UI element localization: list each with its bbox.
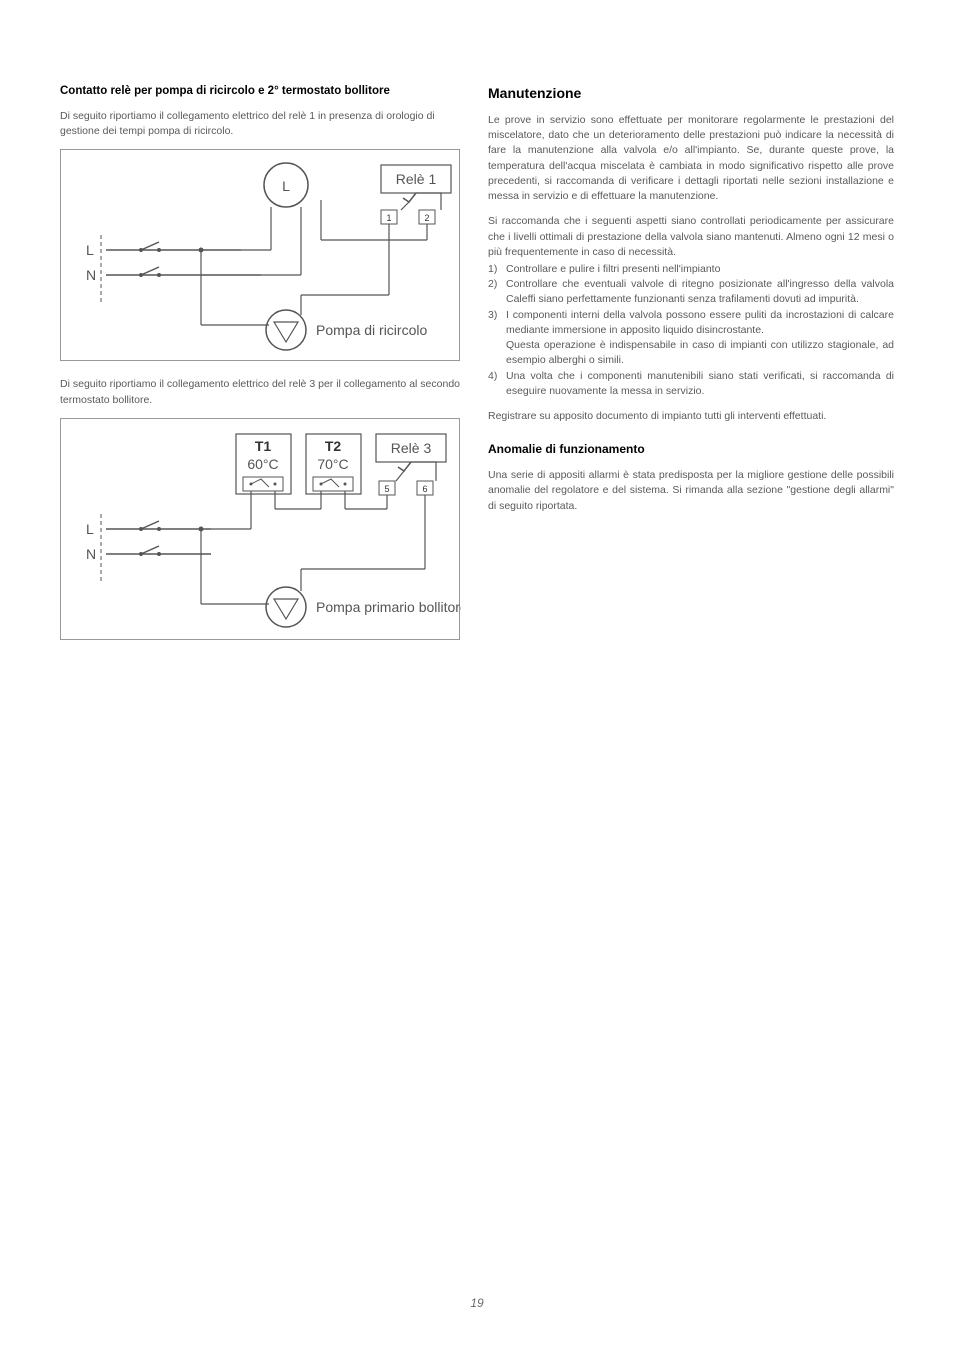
right-heading-1: Manutenzione — [488, 85, 894, 101]
list-item: Questa operazione è indispensabile in ca… — [488, 338, 894, 368]
maintenance-list: 1)Controllare e pulire i filtri presenti… — [488, 262, 894, 399]
relay3-label: Relè 3 — [391, 440, 432, 456]
pump-label-1: Pompa di ricircolo — [316, 322, 427, 338]
t1-temp: 60°C — [247, 456, 278, 472]
diagram-rele3: T1 60°C T2 70°C Relè 3 5 — [60, 418, 460, 640]
left-column: Contatto relè per pompa di ricircolo e 2… — [60, 85, 460, 656]
right-para-2: Si raccomanda che i seguenti aspetti sia… — [488, 214, 894, 260]
right-column: Manutenzione Le prove in servizio sono e… — [488, 85, 894, 656]
left-para-1: Di seguito riportiamo il collegamento el… — [60, 109, 460, 139]
list-item: 3)I componenti interni della valvola pos… — [488, 308, 894, 338]
right-para-4: Una serie di appositi allarmi è stata pr… — [488, 468, 894, 514]
left-heading-1: Contatto relè per pompa di ricircolo e 2… — [60, 85, 460, 97]
page-number: 19 — [0, 1296, 954, 1310]
list-item: 4)Una volta che i componenti manutenibil… — [488, 369, 894, 399]
terminal-1: 1 — [386, 213, 391, 223]
right-para-3: Registrare su apposito documento di impi… — [488, 409, 894, 424]
t2-label: T2 — [325, 438, 342, 454]
left-para-2: Di seguito riportiamo il collegamento el… — [60, 377, 460, 407]
line-n-label-2: N — [86, 546, 96, 562]
relay1-label: Relè 1 — [396, 171, 437, 187]
pump-label-2: Pompa primario bollitore — [316, 599, 461, 615]
t1-label: T1 — [255, 438, 272, 454]
right-heading-2: Anomalie di funzionamento — [488, 442, 894, 456]
diagram-rele1: L Relè 1 1 2 L N — [60, 149, 460, 361]
line-l-label: L — [86, 242, 94, 258]
terminal-5: 5 — [384, 484, 389, 494]
line-l-label-2: L — [86, 521, 94, 537]
terminal-6: 6 — [422, 484, 427, 494]
list-item: 1)Controllare e pulire i filtri presenti… — [488, 262, 894, 277]
terminal-2: 2 — [424, 213, 429, 223]
page-content: Contatto relè per pompa di ricircolo e 2… — [60, 85, 894, 656]
clock-label: L — [282, 178, 290, 194]
line-n-label: N — [86, 267, 96, 283]
t2-temp: 70°C — [317, 456, 348, 472]
right-para-1: Le prove in servizio sono effettuate per… — [488, 113, 894, 204]
list-item: 2)Controllare che eventuali valvole di r… — [488, 277, 894, 307]
